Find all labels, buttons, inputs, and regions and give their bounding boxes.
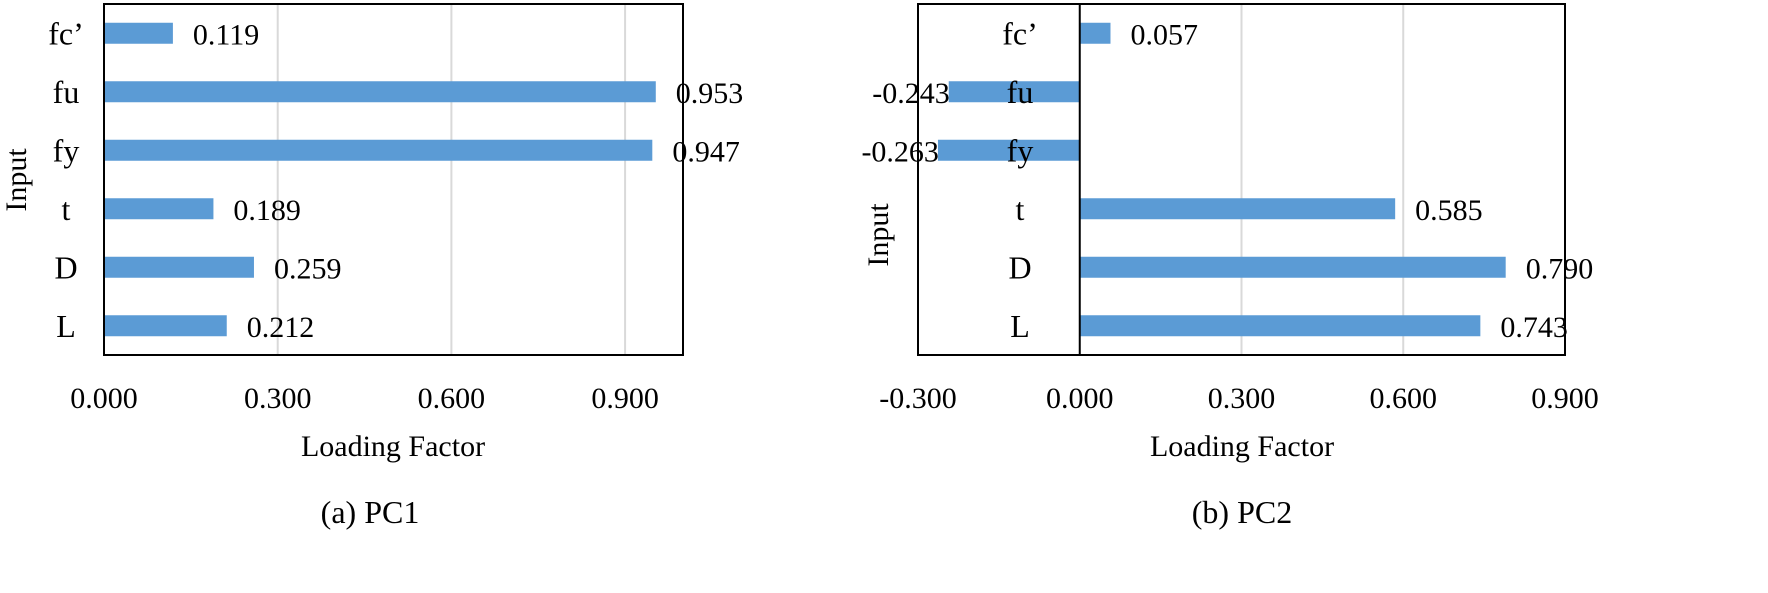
bar (1079, 256, 1506, 278)
y-axis-title: Input (0, 148, 33, 212)
plot-frame (103, 3, 684, 356)
data-label: 0.119 (193, 18, 259, 51)
x-axis-title: Loading Factor (301, 430, 485, 463)
category-label: fy (53, 132, 80, 168)
bar (104, 256, 254, 278)
data-label: 0.212 (247, 311, 314, 344)
bar (1079, 22, 1111, 44)
gridlines (276, 4, 627, 355)
y-axis-title: Input (862, 203, 895, 267)
category-label: fy (1007, 132, 1034, 168)
category-label: L (56, 308, 76, 344)
gridlines (1240, 4, 1405, 355)
data-labels: 0.057 -0.243 -0.263 0.585 0.790 0.743 (861, 18, 1593, 344)
x-tick-label: 0.900 (591, 382, 659, 415)
category-label: fc’ (1002, 15, 1038, 51)
bar (104, 198, 214, 220)
bar (948, 81, 1080, 103)
bar (104, 139, 653, 161)
x-tick-label: 0.900 (1531, 382, 1599, 415)
category-label: D (1008, 249, 1031, 285)
x-tick-labels: 0.000 0.300 0.600 0.900 (70, 382, 659, 415)
data-label: 0.790 (1526, 252, 1594, 285)
bar (937, 139, 1080, 161)
category-label: D (54, 249, 77, 285)
bars (937, 22, 1506, 337)
data-label: -0.263 (861, 135, 939, 168)
data-label: 0.947 (672, 135, 740, 168)
plot-frame (917, 3, 1566, 356)
category-label: fu (53, 74, 80, 110)
x-axis-title: Loading Factor (1150, 430, 1334, 463)
x-tick-labels: -0.300 0.000 0.300 0.600 0.900 (879, 382, 1599, 415)
data-label: 0.585 (1415, 194, 1483, 227)
bar (1079, 198, 1396, 220)
bars (104, 22, 656, 337)
data-label: 0.057 (1130, 18, 1198, 51)
data-label: 0.743 (1500, 311, 1568, 344)
category-labels: fc’ fu fy tDL (1002, 15, 1038, 344)
x-tick-label: 0.000 (1046, 382, 1114, 415)
category-label: t (62, 191, 71, 227)
x-tick-label: 0.600 (1370, 382, 1438, 415)
data-label: 0.953 (676, 77, 744, 110)
x-tick-label: 0.000 (70, 382, 138, 415)
data-label: 0.189 (233, 194, 301, 227)
x-tick-label: 0.600 (418, 382, 486, 415)
category-label: fc’ (48, 15, 84, 51)
panel-caption: (b) PC2 (1192, 494, 1292, 530)
panel-caption: (a) PC1 (321, 494, 420, 530)
data-labels: 0.119 0.953 0.947 0.189 0.259 0.212 (193, 18, 743, 344)
x-tick-label: 0.300 (1208, 382, 1276, 415)
bar (1079, 315, 1481, 337)
category-labels: fc’ fu fy tDL (48, 15, 84, 344)
category-label: t (1016, 191, 1025, 227)
chart-pc1: fc’ fu fy tDL 0.119 0.953 0.947 0.189 0.259 0.21… (0, 3, 743, 530)
category-label: L (1010, 308, 1030, 344)
category-label: fu (1007, 74, 1034, 110)
bar (104, 22, 173, 44)
bar (104, 315, 227, 337)
data-label: 0.259 (274, 252, 342, 285)
x-tick-label: 0.300 (244, 382, 312, 415)
data-label: -0.243 (872, 77, 950, 110)
bar (104, 81, 656, 103)
x-tick-label: -0.300 (879, 382, 957, 415)
